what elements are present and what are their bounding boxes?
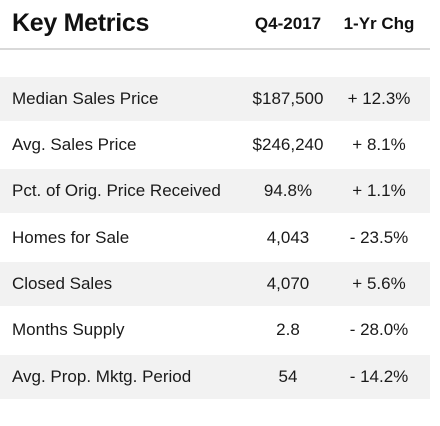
row-value: 54 <box>278 367 298 386</box>
row-change: + 1.1% <box>352 181 406 200</box>
table-row: Closed Sales 4,070 + 5.6% <box>0 262 430 306</box>
table-header: Key Metrics Q4-2017 1-Yr Chg <box>0 0 430 48</box>
table-row: Homes for Sale 4,043 - 23.5% <box>0 216 430 260</box>
header-divider <box>0 48 430 50</box>
column-header-period: Q4-2017 <box>254 14 322 33</box>
row-change: + 8.1% <box>352 135 406 154</box>
table-row: Avg. Prop. Mktg. Period 54 - 14.2% <box>0 355 430 399</box>
row-label: Avg. Sales Price <box>12 135 137 154</box>
row-label: Pct. of Orig. Price Received <box>12 181 221 200</box>
row-label: Homes for Sale <box>12 228 130 247</box>
row-change: - 14.2% <box>349 367 409 386</box>
row-label: Closed Sales <box>12 274 113 293</box>
table-row: Median Sales Price $187,500 + 12.3% <box>0 77 430 121</box>
row-change: - 28.0% <box>349 320 409 339</box>
row-label: Months Supply <box>12 320 125 339</box>
row-value: $187,500 <box>252 89 324 108</box>
table-row: Avg. Sales Price $246,240 + 8.1% <box>0 123 430 167</box>
row-label: Avg. Prop. Mktg. Period <box>12 367 192 386</box>
table-row: Months Supply 2.8 - 28.0% <box>0 308 430 352</box>
row-value: 94.8% <box>263 181 313 200</box>
row-value: 2.8 <box>276 320 300 339</box>
row-value: $246,240 <box>252 135 324 154</box>
row-value: 4,070 <box>266 274 310 293</box>
row-change: - 23.5% <box>349 228 409 247</box>
row-change: + 12.3% <box>347 89 411 108</box>
row-value: 4,043 <box>266 228 310 247</box>
table-title: Key Metrics <box>12 9 150 37</box>
column-header-change: 1-Yr Chg <box>343 14 415 33</box>
row-change: + 5.6% <box>352 274 406 293</box>
table-row: Pct. of Orig. Price Received 94.8% + 1.1… <box>0 169 430 213</box>
row-label: Median Sales Price <box>12 89 159 108</box>
